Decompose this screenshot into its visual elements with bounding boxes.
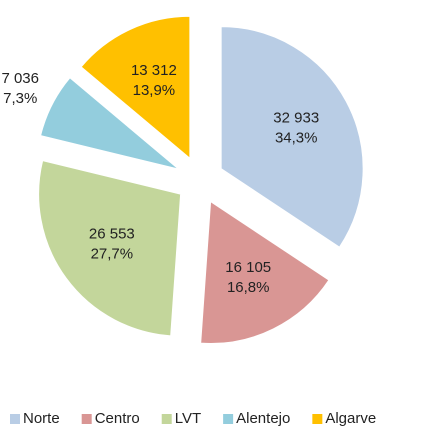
percentage-label: 13,9%: [133, 82, 176, 99]
legend-label: LVT: [175, 410, 201, 427]
legend-swatch: [312, 414, 323, 424]
pie-slice: [200, 200, 330, 345]
value-label: 32 933: [273, 109, 319, 126]
pie-slice: [38, 160, 182, 337]
legend-label: Centro: [95, 410, 140, 427]
percentage-label: 16,8%: [227, 279, 270, 296]
pie-slice: [220, 26, 364, 248]
legend-swatch: [161, 414, 172, 424]
percentage-label: 7,3%: [3, 90, 37, 107]
value-label: 26 553: [89, 225, 135, 242]
value-label: 13 312: [131, 62, 177, 79]
legend-swatch: [10, 414, 20, 424]
legend-swatch: [223, 414, 234, 424]
legend-label: Algarve: [325, 410, 376, 427]
value-label: 7 036: [1, 70, 39, 87]
percentage-label: 27,7%: [91, 245, 134, 262]
pie-slice: [80, 15, 191, 160]
percentage-label: 34,3%: [275, 129, 318, 146]
legend-label: Norte: [23, 410, 60, 427]
pie-slice: [39, 77, 179, 170]
legend-swatch: [81, 414, 92, 424]
legend-label: Alentejo: [236, 410, 290, 427]
value-label: 16 105: [225, 259, 271, 276]
